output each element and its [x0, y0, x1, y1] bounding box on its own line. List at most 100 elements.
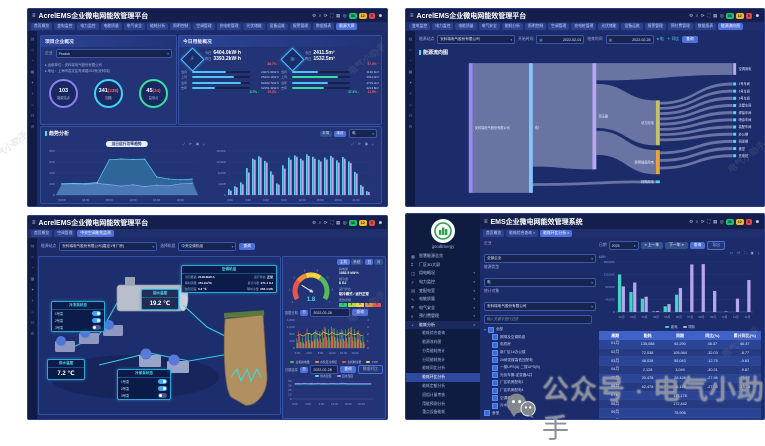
sidebar-subitem[interactable]: 能耗环比分析	[406, 373, 480, 383]
alert-icon[interactable]: ◎	[342, 219, 347, 225]
normal-badge[interactable]: 36	[725, 218, 734, 225]
company-select[interactable]: Prodok ▾	[55, 49, 172, 58]
nav-tab[interactable]: 报警管理	[644, 23, 666, 30]
alert-icon[interactable]: ◎	[342, 12, 347, 18]
unit-select[interactable]: 中央空调机组 ▾	[178, 242, 237, 251]
chart-toolbar[interactable]: ⤢ ⟳ ▣ ⤓	[182, 142, 206, 146]
side-icon[interactable]: ▤	[30, 36, 35, 41]
nav-tab[interactable]: 能耗综合查询 ×	[506, 230, 539, 237]
prev-year-button[interactable]: « 上一年	[640, 242, 664, 249]
day-chip[interactable]: 日	[299, 309, 309, 316]
pump-toggle[interactable]	[92, 325, 101, 330]
object-select[interactable]: 安科瑞电气股份有限公司 ▾	[484, 302, 596, 311]
side-icon[interactable]: ✦	[30, 287, 35, 292]
nav-tab[interactable]: 电能质量	[455, 23, 477, 30]
nav-tab[interactable]: 空调管理	[548, 23, 570, 30]
side-icon[interactable]: ♨	[408, 102, 413, 107]
side-icon[interactable]: ⚡	[409, 91, 412, 96]
sidebar-item[interactable]: ▤ 变配电室 ▾	[406, 286, 480, 295]
side-icon[interactable]: ⌂	[409, 47, 412, 52]
energy-type-select[interactable]: 电 ▾	[484, 278, 596, 287]
sidebar-subitem[interactable]: 能耗综合查询	[406, 329, 480, 338]
alarm-badge[interactable]: 5	[368, 12, 375, 19]
side-icon[interactable]: ▦	[408, 69, 413, 74]
side-icon[interactable]: ⚡	[31, 298, 34, 303]
pump-toggle[interactable]	[158, 379, 167, 384]
alert-icon[interactable]: ◎	[719, 12, 724, 18]
nav-tab[interactable]: 数据报表	[313, 23, 335, 30]
side-icon[interactable]: ◔	[31, 58, 34, 63]
side-icon[interactable]: ⌂	[31, 254, 34, 259]
type-option[interactable]: ● 电	[656, 37, 664, 41]
side-icon[interactable]: ✦	[30, 80, 35, 85]
alarm-badge[interactable]: 5	[745, 12, 752, 19]
checkbox[interactable]	[492, 364, 498, 371]
sidebar-subitem[interactable]: 能耗定额分析	[406, 382, 480, 391]
menu-icon[interactable]: ≡	[32, 12, 36, 19]
tree-root-2[interactable]: 食堂	[484, 410, 596, 417]
type-option[interactable]: ＋ 同比	[666, 37, 680, 41]
menu-icon[interactable]: ≡	[484, 218, 488, 225]
day-chip[interactable]: 日	[299, 366, 309, 373]
checkbox[interactable]	[492, 387, 498, 394]
sidebar-item[interactable]: ⚡ 电力监控 ▾	[406, 278, 480, 287]
tree-item[interactable]: 一楼UPS(A)·二楼UPS(B)	[492, 364, 596, 372]
period-chip[interactable]: 月	[374, 259, 383, 265]
checkbox[interactable]	[492, 341, 498, 348]
warning-badge[interactable]: 12	[735, 218, 744, 225]
side-icon[interactable]: ⚙	[30, 124, 35, 129]
nav-tab[interactable]: 充电桩管理	[571, 23, 597, 30]
side-icon[interactable]: ⌂	[31, 47, 34, 52]
tree-item[interactable]: 光伏车棚-逆变器A井	[492, 372, 596, 380]
sidebar-subitem[interactable]: 能源流向图	[406, 338, 480, 347]
side-icon[interactable]: ☷	[408, 113, 413, 118]
year-input[interactable]: 2025 ▾	[608, 241, 639, 250]
side-icon[interactable]: ♨	[30, 309, 35, 314]
search-icon[interactable]: ⌕	[695, 218, 699, 224]
pump-toggle[interactable]	[158, 386, 167, 391]
nav-tab[interactable]: 首页概览	[31, 23, 53, 30]
sidebar-item[interactable]: ¤ 预付费管理 ▾	[406, 312, 480, 321]
nav-tab[interactable]: 能耗环比分析 ×	[540, 230, 573, 237]
normal-badge[interactable]: 36	[348, 219, 357, 226]
compare-button[interactable]: 数据对比	[357, 365, 383, 374]
apps-icon[interactable]: ▦	[712, 218, 718, 224]
apps-icon[interactable]: ▦	[335, 12, 341, 18]
nav-tab[interactable]: 变电监控	[409, 23, 431, 30]
chart-toolbar[interactable]: ⤢ ⟳ ▣ ⤓	[351, 142, 375, 146]
query-button[interactable]: 查询	[352, 309, 368, 316]
fullscreen-icon[interactable]: ⛶	[707, 12, 711, 18]
period-button[interactable]: 本月	[333, 130, 346, 137]
pump-toggle[interactable]	[92, 311, 101, 316]
query-button[interactable]: 查询	[689, 242, 706, 249]
refresh-icon[interactable]: ⟳	[323, 219, 328, 225]
energy-select[interactable]: 电 ▾	[349, 129, 377, 138]
nav-tab[interactable]: 空调管理	[54, 230, 76, 237]
sidebar-item[interactable]: ⛨ 电气安全 ▾	[406, 304, 480, 313]
period-button[interactable]: 本周	[319, 130, 332, 137]
normal-badge[interactable]: 36	[348, 12, 357, 19]
nav-tab[interactable]: 空调管理	[193, 23, 215, 30]
nav-tab[interactable]: 电气安全	[123, 23, 145, 30]
nav-tab[interactable]: 电力监控	[432, 23, 454, 30]
sidebar-subitem[interactable]: 用能预测分析	[406, 400, 480, 409]
nav-tab[interactable]: 预付费管理	[667, 23, 693, 30]
warning-badge[interactable]: 12	[358, 12, 367, 19]
tree-item[interactable]: 空调机组	[492, 394, 596, 402]
tree-root[interactable]: ▾ 全部	[484, 326, 503, 333]
nav-tab[interactable]: 能源流向图	[718, 23, 744, 30]
query-button[interactable]: 查询	[340, 366, 356, 373]
checkbox[interactable]	[492, 395, 498, 402]
nav-tab[interactable]: 设备运维	[621, 23, 643, 30]
nav-tab[interactable]: 首页概览	[483, 230, 505, 237]
start-date-input[interactable]: ▦ 2022-02-01	[536, 35, 585, 44]
settings-icon[interactable]: ⚙	[312, 219, 317, 225]
nav-tab[interactable]: 中央空调能效监测	[77, 230, 114, 237]
side-icon[interactable]: ⚡	[31, 91, 34, 96]
checkbox[interactable]	[492, 372, 498, 379]
nav-tab[interactable]: 数据报表	[694, 23, 717, 30]
checkbox[interactable]	[492, 334, 498, 341]
checkbox[interactable]	[492, 402, 498, 409]
next-year-button[interactable]: 下一年 »	[665, 242, 688, 249]
nav-tab[interactable]: 电力监控	[77, 23, 99, 30]
